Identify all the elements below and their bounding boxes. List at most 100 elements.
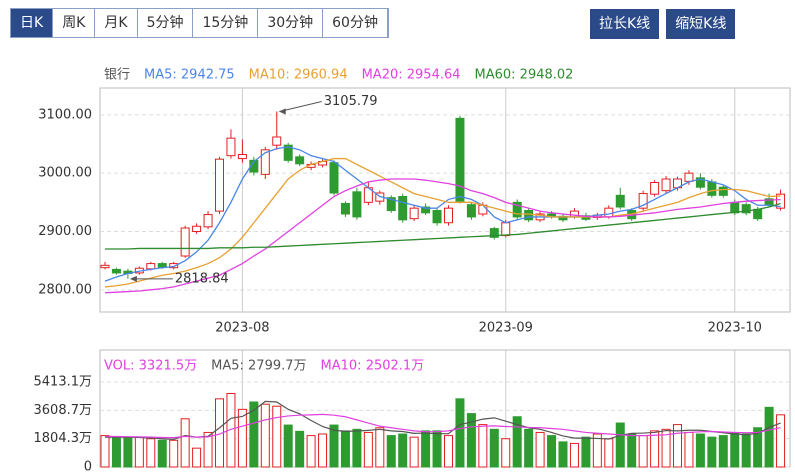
y-tick-label: 0 [84,460,92,475]
volume-bar [169,439,179,468]
volume-bar [409,436,419,468]
candle-body [295,156,305,165]
volume-bar [650,430,660,468]
volume-bar [661,428,671,468]
candle-body [180,227,190,257]
period-tab[interactable]: 30分钟 [258,9,324,37]
volume-bar [340,430,350,468]
volume-bar [398,433,408,468]
volume-bar [375,427,385,468]
ma-line [104,157,781,288]
volume-bar [272,405,282,468]
annotation-label: 2818.84 [175,271,229,286]
volume-bar [753,427,763,468]
volume-bar [695,433,705,468]
period-tab[interactable]: 5分钟 [138,9,194,37]
candle-body [776,193,786,209]
candle-body [650,182,660,195]
annotation-label: 3105.79 [324,94,378,109]
period-tab[interactable]: 月K [95,9,138,37]
zoom-button[interactable]: 拉长K线 [590,9,660,39]
candle-body [192,225,202,232]
volume-bar [466,413,476,468]
volume-bar [627,433,637,468]
candle-body [466,204,476,218]
y-tick-label: 3100.00 [38,107,92,122]
candle-body [684,172,694,182]
candle-body [398,196,408,221]
legend-entry: MA5: 2942.75 [144,68,235,83]
candle-body [638,193,648,209]
volume-bar [558,441,568,468]
ma-line [104,413,781,439]
volume-bar [535,431,545,468]
plot-frame [99,87,791,313]
volume-bar [615,422,625,468]
period-tab[interactable]: 周K [53,9,96,37]
volume-bar [592,433,602,468]
legend-entry: MA10: 2502.1万 [321,359,425,374]
ma-line [104,146,781,282]
volume-bar [569,442,579,468]
candle-body [421,206,431,214]
legend-title: VOL: 3321.5万 [104,359,197,374]
volume-bar [111,437,121,468]
candle-body [707,181,717,196]
candle-body [111,268,121,274]
volume-bar [501,438,511,468]
period-tabs: 日K 周K 月K 5分钟 15分钟 30分钟 60分钟 [10,8,389,38]
zoom-button[interactable]: 缩短K线 [666,9,736,39]
y-tick-label: 2800.00 [38,282,92,297]
volume-bar [432,430,442,468]
candle-body [524,210,534,221]
candle-body [283,144,293,161]
volume-bar [730,431,740,468]
volume-bar [226,393,236,468]
candle-body [604,207,614,218]
candle-body [340,203,350,215]
volume-bar [237,408,247,468]
volume-bar [673,424,682,468]
x-tick-label: 2023-10 [708,321,762,336]
volume-bar [478,424,488,468]
candle-body [409,207,419,220]
period-tab[interactable]: 15分钟 [193,9,259,37]
volume-bar [524,428,534,468]
candle-body [695,177,705,188]
candle-body [237,154,247,160]
volume-bar [764,406,774,468]
annotation-arrow [279,100,322,112]
volume-bar [249,401,259,468]
volume-bar [741,433,751,468]
volume-bar [776,414,786,468]
legend-title: 银行 [104,68,130,83]
legend-entry: MA5: 2799.7万 [211,359,306,374]
volume-bar [512,416,522,468]
volume-bar [260,403,270,468]
volume-bar [444,435,453,468]
volume-bar [352,428,362,468]
volume-bar [489,428,499,468]
volume-bar [638,435,648,468]
volume-bar [547,435,557,468]
volume-bar [386,435,396,468]
zoom-buttons: 拉长K线 缩短K线 [590,9,736,39]
x-tick-label: 2023-09 [479,321,533,336]
period-tab[interactable]: 60分钟 [323,9,388,37]
volume-bar [684,431,694,468]
candle-body [730,201,740,214]
candle-body [272,136,282,146]
volume-bar [363,431,373,468]
volume-bar [295,430,305,468]
volume-bar [318,433,328,468]
volume-bar [203,431,213,468]
period-tab[interactable]: 日K [11,9,54,37]
candle-body [615,194,625,208]
volume-bar [192,447,202,468]
candle-body [661,178,671,192]
candle-body [444,207,453,224]
candle-body [352,191,362,218]
y-tick-label: 1804.3万 [34,431,93,446]
